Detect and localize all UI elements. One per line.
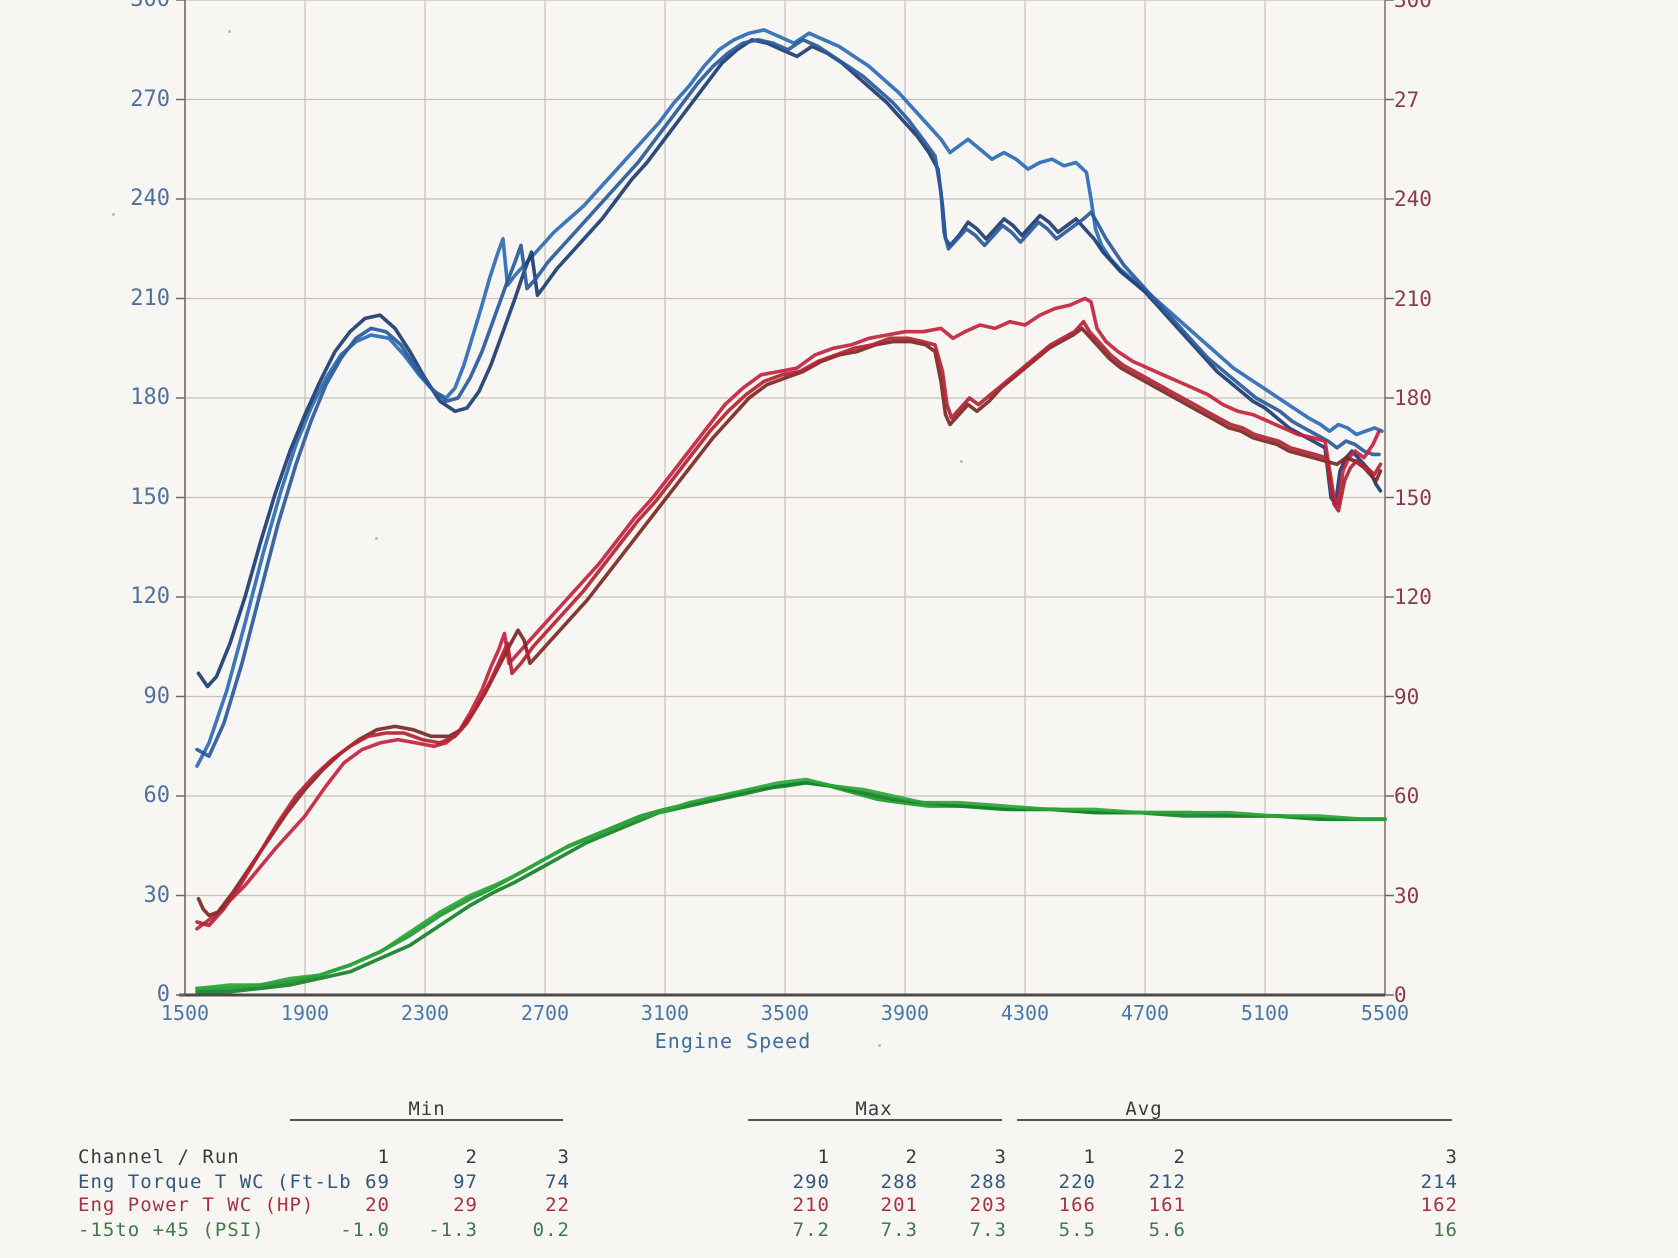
group-header-min: Min — [408, 1098, 446, 1120]
scan-speck — [112, 213, 115, 216]
x-axis-tick-label: 1500 — [160, 1001, 210, 1025]
series-power-run-3 — [195, 319, 1383, 928]
series-power-run-1 — [195, 296, 1381, 931]
y-axis-right-label: 300 — [1394, 0, 1432, 12]
run-header: 3 — [557, 1146, 570, 1168]
run-header: 1 — [377, 1146, 390, 1168]
x-axis-tick-label: 2300 — [400, 1001, 450, 1025]
stat-value: 203 — [969, 1194, 1007, 1216]
stat-value: 74 — [545, 1171, 570, 1193]
stat-value: 210 — [792, 1194, 830, 1216]
channel-label: Eng Torque T WC (Ft-Lb — [78, 1171, 352, 1193]
run-header: 2 — [905, 1146, 918, 1168]
stat-value: 214 — [1420, 1171, 1458, 1193]
scan-speck — [960, 460, 963, 463]
y-axis-right-label: 27 — [1394, 87, 1420, 112]
group-underline — [1017, 1119, 1452, 1121]
channel-label: -15to +45 (PSI) — [78, 1219, 265, 1241]
stat-value: 16 — [1433, 1219, 1458, 1241]
y-axis-right-label: 90 — [1394, 684, 1420, 709]
y-axis-right-label: 210 — [1394, 286, 1432, 311]
y-axis-left-label: 120 — [130, 584, 170, 609]
x-axis-tick-label: 5500 — [1360, 1001, 1410, 1025]
series-power-run-2 — [196, 326, 1383, 918]
stat-value: 201 — [880, 1194, 918, 1216]
x-axis-tick-label: 5100 — [1240, 1001, 1290, 1025]
stat-value: 22 — [545, 1194, 570, 1216]
group-underline — [290, 1119, 563, 1121]
x-axis-title: Engine Speed — [654, 1029, 812, 1053]
x-axis-tick-label: 3100 — [640, 1001, 690, 1025]
y-axis-right-label: 0 — [1394, 983, 1407, 1007]
x-axis-tick-label: 2700 — [520, 1001, 570, 1025]
series-boost-run-3 — [195, 777, 1387, 991]
stat-value: 166 — [1058, 1194, 1096, 1216]
stat-value: 69 — [365, 1171, 390, 1193]
channel-label: Eng Power T WC (HP) — [78, 1194, 315, 1216]
y-axis-right-label: 240 — [1394, 187, 1432, 211]
series-torque-run-2 — [196, 37, 1383, 689]
group-underline — [748, 1119, 1002, 1121]
y-axis-right-label: 30 — [1394, 883, 1420, 908]
y-axis-left-label: 0 — [156, 982, 170, 1007]
stat-value: 5.5 — [1058, 1219, 1096, 1241]
stat-value: 7.3 — [969, 1219, 1007, 1241]
x-axis-tick-label: 1900 — [280, 1001, 330, 1025]
y-axis-left-label: 90 — [143, 683, 171, 709]
y-axis-left-label: 60 — [143, 783, 171, 808]
stat-value: 212 — [1148, 1171, 1186, 1193]
scan-speck — [375, 537, 378, 540]
x-axis-tick-label: 4300 — [1000, 1001, 1050, 1025]
run-header: 2 — [1173, 1146, 1186, 1168]
stat-value: 5.6 — [1148, 1219, 1186, 1241]
stat-value: 288 — [969, 1171, 1007, 1193]
y-axis-right-label: 120 — [1394, 585, 1432, 609]
y-axis-left-label: 240 — [130, 186, 170, 211]
stat-value: 161 — [1148, 1194, 1186, 1216]
y-axis-right-label: 180 — [1394, 386, 1432, 410]
stat-value: 290 — [792, 1171, 830, 1193]
stat-value: -1.3 — [428, 1219, 478, 1241]
y-axis-left-label: 210 — [130, 285, 170, 311]
group-header-max: Max — [855, 1098, 893, 1120]
stat-value: 7.3 — [880, 1219, 918, 1241]
y-axis-left-label: 180 — [130, 385, 170, 410]
stat-value: 0.2 — [532, 1219, 570, 1241]
series-torque-run-3 — [195, 37, 1381, 759]
y-axis-left-label: 150 — [130, 484, 170, 510]
scan-speck — [228, 30, 231, 33]
stat-value: 220 — [1058, 1171, 1096, 1193]
channel-run-label: Channel / Run — [78, 1146, 240, 1168]
y-axis-right-label: 60 — [1394, 784, 1420, 808]
y-axis-left-label: 30 — [143, 882, 171, 908]
stat-value: 162 — [1420, 1194, 1458, 1216]
y-axis-right-label: 150 — [1394, 485, 1432, 510]
stat-value: 29 — [453, 1194, 478, 1216]
scan-speck — [878, 1044, 881, 1047]
x-axis-tick-label: 3900 — [880, 1001, 930, 1025]
y-axis-left-label: 270 — [130, 86, 170, 112]
stat-value: 288 — [880, 1171, 918, 1193]
stat-value: 97 — [453, 1171, 478, 1193]
stat-value: 7.2 — [792, 1219, 830, 1241]
stat-value: -1.0 — [340, 1219, 390, 1241]
x-axis-tick-label: 4700 — [1120, 1001, 1170, 1025]
run-header: 3 — [994, 1146, 1007, 1168]
run-header: 1 — [1083, 1146, 1096, 1168]
run-header: 1 — [817, 1146, 830, 1168]
x-axis-tick-label: 3500 — [760, 1001, 810, 1025]
group-header-avg: Avg — [1125, 1098, 1163, 1120]
y-axis-left-label: 300 — [108, 0, 170, 13]
run-header: 3 — [1445, 1146, 1458, 1168]
run-header: 2 — [465, 1146, 478, 1168]
stat-value: 20 — [365, 1194, 390, 1216]
